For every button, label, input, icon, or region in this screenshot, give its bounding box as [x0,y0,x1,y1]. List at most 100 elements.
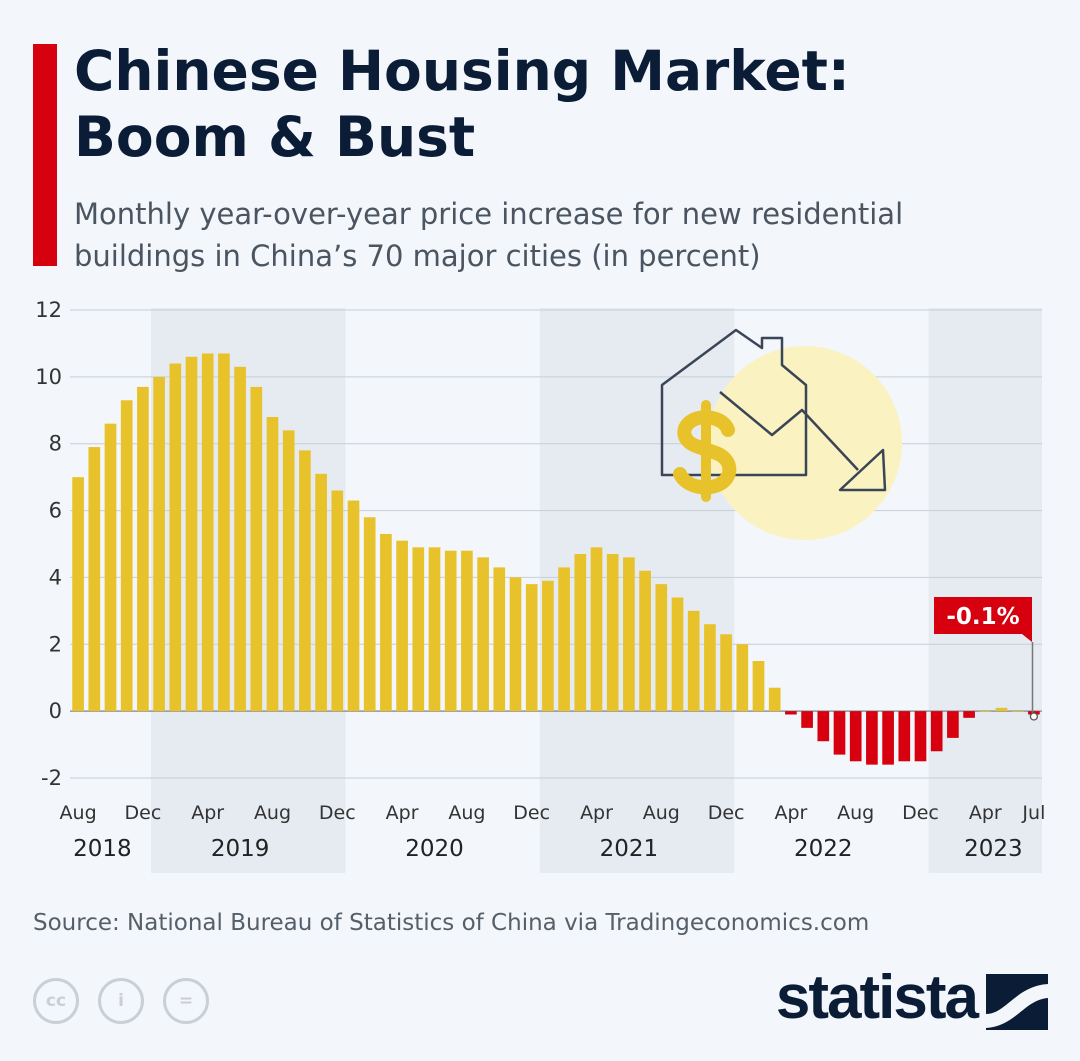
bar [299,450,311,712]
x-tick-label: Apr [580,802,613,824]
statista-logo-text[interactable]: statista [775,963,979,1032]
bar [525,584,538,712]
bar [185,356,198,712]
bar [655,584,668,712]
bar [898,711,911,762]
x-tick-label: Dec [902,802,939,824]
axis-labels: -2 0 2 4 6 8 10 12 Aug Dec Apr Aug Dec Apr Aug Dec Apr Au… [35,298,1045,862]
bar [882,711,894,765]
bar [930,711,943,752]
attribution-icon[interactable]: i [98,978,144,1024]
source-note: Source: National Bureau of Statistics of… [33,910,870,936]
year-band-1 [539,308,735,873]
bar [1011,711,1024,712]
bar [752,661,765,712]
title-line-2: Boom & Bust [74,105,476,169]
statista-logo-icon[interactable] [986,974,1048,1030]
annotation-label: -0.1% [946,604,1019,630]
bar [363,517,376,712]
bar [768,687,781,712]
bar [396,540,408,712]
year-label: 2018 [73,836,132,862]
dollar-icon [673,400,737,502]
bar [606,554,619,712]
x-tick-label: Jul [1021,802,1045,824]
cc-license-icon[interactable]: cc [33,978,79,1024]
bar [250,386,263,712]
year-band-0 [151,308,346,873]
bar [639,570,651,712]
bar-chart: -2 0 2 4 6 8 10 12 Aug Dec Apr Aug Dec Apr Aug Dec Apr Au… [35,298,1045,873]
bar [234,366,246,712]
bar [461,550,473,712]
subtitle-line-2: buildings in China’s 70 major cities (in… [74,239,761,273]
year-bands [151,308,1042,873]
bar [282,430,295,712]
bar [266,416,279,712]
bars [72,353,1040,765]
y-tick-label: 8 [49,432,62,456]
year-label: 2022 [794,836,853,862]
chart-subtitle: Monthly year-over-year price increase fo… [74,193,1054,277]
gridlines [70,309,1042,779]
bar [137,386,149,712]
house-price-illustration [660,328,902,540]
bar [218,353,230,712]
bar [833,711,846,755]
bar [687,610,700,712]
bar [347,500,360,712]
bar [444,550,457,712]
y-tick-label: 2 [49,632,62,656]
bar [785,711,797,715]
value-annotation: -0.1% [934,597,1039,721]
x-tick-label: Apr [386,802,419,824]
bar [590,547,603,712]
bar [849,711,862,762]
bar [801,711,813,728]
bar [169,363,182,712]
bar [736,644,749,712]
bar [380,533,392,712]
title-line-1: Chinese Housing Market: [74,39,850,103]
down-trend-arrow-icon [719,391,887,492]
bar [331,490,344,712]
year-band-2 [928,308,1042,873]
y-tick-label: 10 [35,365,62,389]
bar [914,711,927,762]
chart-title: Chinese Housing Market: Boom & Bust [74,38,1054,170]
title-accent-bar [33,44,57,266]
bar [574,554,587,712]
x-tick-label: Dec [319,802,356,824]
y-tick-label: 0 [49,699,62,723]
subtitle-line-1: Monthly year-over-year price increase fo… [74,197,904,231]
x-tick-label: Aug [448,802,485,824]
bar [995,707,1008,712]
x-tick-label: Dec [125,802,162,824]
y-tick-label: 12 [35,298,62,322]
bar [542,580,554,712]
bar [558,567,570,712]
bar [671,597,684,712]
bar [493,567,506,712]
x-tick-label: Aug [60,802,97,824]
bar [104,423,117,712]
y-tick-label: 4 [49,565,62,589]
bar [201,353,214,712]
bar [817,711,830,742]
x-tick-label: Aug [837,802,874,824]
bar [153,376,165,712]
year-label: 2021 [600,836,659,862]
no-derivatives-icon[interactable]: = [163,978,209,1024]
bar [72,477,84,712]
y-tick-label: 6 [49,499,62,523]
x-tick-label: Aug [643,802,680,824]
bar [412,547,425,712]
x-tick-label: Dec [708,802,745,824]
bar [720,634,732,712]
house-outline-icon [660,328,808,477]
bar [866,711,878,765]
bar [315,473,327,712]
x-tick-label: Aug [254,802,291,824]
bar [704,624,716,712]
bar [963,711,975,718]
